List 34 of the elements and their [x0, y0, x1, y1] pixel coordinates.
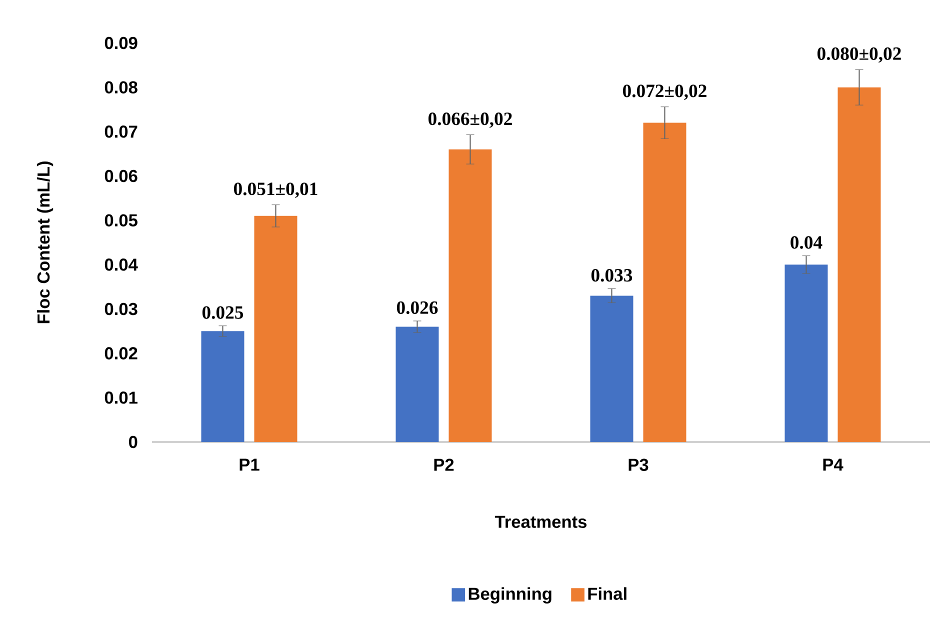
bar	[254, 216, 298, 442]
y-tick-label: 0.09	[104, 36, 138, 50]
data-label: 0.066±0,02	[428, 112, 512, 128]
y-tick-label: 0.05	[104, 214, 138, 226]
y-tick-label: 0.08	[104, 81, 138, 94]
y-tick-label: 0.06	[104, 170, 138, 182]
bar	[590, 296, 634, 442]
data-label: 0.033	[591, 268, 632, 282]
y-tick-label: 0.01	[104, 392, 138, 404]
bar	[643, 122, 686, 442]
y-tick-label: 0.07	[104, 126, 138, 138]
legend-label: Final	[588, 587, 626, 600]
bar	[201, 331, 244, 442]
x-tick-label: P3	[628, 458, 648, 471]
data-label: 0.04	[790, 236, 822, 249]
data-label: 0.072±0,02	[622, 84, 706, 100]
y-tick-label: 0.04	[104, 258, 138, 271]
x-tick-label: P4	[823, 458, 844, 471]
x-tick-label: P1	[240, 458, 260, 471]
bar	[396, 326, 439, 442]
y-tick-label: 0.03	[104, 302, 138, 316]
y-tick-label: 0.02	[104, 347, 138, 360]
bar	[784, 264, 828, 442]
data-label: 0.051±0,01	[234, 182, 318, 198]
x-axis-title: Treatments	[494, 516, 587, 528]
data-label: 0.025	[202, 306, 244, 319]
legend-label: Beginning	[468, 587, 552, 604]
bar	[838, 87, 881, 442]
y-tick-label: 0	[128, 436, 138, 448]
data-label: 0.026	[396, 301, 438, 314]
y-axis-title: Floc Content (mL/L)	[36, 162, 54, 324]
x-tick-label: P2	[434, 458, 454, 471]
data-label: 0.080±0,02	[817, 47, 901, 63]
bar	[448, 149, 492, 442]
